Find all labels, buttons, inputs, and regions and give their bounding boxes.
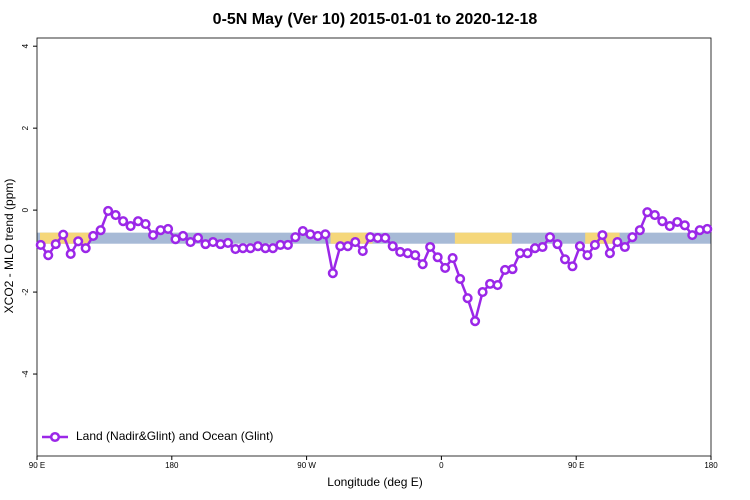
point — [342, 241, 353, 252]
y-axis-label: XCO2 - MLO trend (ppm) — [2, 179, 16, 314]
point — [470, 316, 481, 327]
point — [192, 232, 204, 244]
point — [544, 232, 556, 243]
point — [679, 220, 690, 231]
point — [447, 253, 458, 264]
y-tick-label: -4 — [21, 370, 30, 378]
point — [492, 280, 503, 291]
point — [65, 248, 76, 260]
point — [88, 230, 99, 241]
point — [80, 243, 91, 254]
x-axis-label: Longitude (deg E) — [327, 475, 422, 489]
point — [432, 252, 443, 263]
x-tick-label: 90 E — [29, 461, 45, 470]
point — [657, 216, 668, 227]
point — [634, 225, 645, 236]
point — [327, 268, 338, 279]
y-tick-label: 2 — [21, 125, 30, 130]
x-tick-label: 90 W — [297, 461, 316, 470]
point — [559, 254, 571, 265]
point — [440, 262, 451, 273]
band-segment — [454, 232, 512, 244]
point — [282, 239, 293, 251]
point — [477, 287, 488, 298]
point — [425, 241, 436, 253]
point — [582, 250, 593, 261]
point — [537, 241, 548, 253]
point — [58, 229, 69, 240]
point — [43, 250, 54, 261]
point — [290, 232, 301, 243]
point — [410, 250, 421, 261]
point — [597, 230, 608, 241]
point — [163, 223, 174, 235]
point — [702, 223, 713, 235]
point — [387, 241, 398, 252]
point — [125, 221, 136, 232]
x-tick-label: 90 E — [568, 461, 584, 470]
y-tick-label: 0 — [21, 207, 30, 212]
point — [627, 232, 638, 243]
point — [619, 241, 630, 253]
point — [589, 239, 600, 251]
x-tick-label: 180 — [704, 461, 718, 470]
point — [507, 264, 518, 275]
point — [177, 230, 189, 241]
point — [664, 221, 675, 232]
point — [95, 225, 106, 236]
point — [522, 248, 533, 259]
point — [380, 232, 391, 244]
point — [357, 246, 368, 257]
x-tick-label: 180 — [165, 461, 179, 470]
legend-label: Land (Nadir&Glint) and Ocean (Glint) — [76, 429, 273, 443]
point — [567, 261, 578, 272]
point — [552, 239, 563, 250]
y-tick-label: -2 — [21, 288, 30, 296]
point — [50, 239, 61, 250]
point — [110, 209, 121, 221]
series-line — [39, 209, 708, 326]
point — [574, 241, 585, 252]
point — [118, 216, 129, 227]
legend-marker — [49, 431, 61, 443]
point — [148, 230, 159, 241]
point — [35, 239, 46, 251]
point — [350, 237, 361, 248]
point — [417, 259, 428, 270]
point — [222, 237, 234, 248]
y-tick-label: 4 — [21, 43, 30, 48]
point — [462, 293, 473, 304]
plot-frame — [36, 37, 712, 457]
point — [320, 229, 331, 240]
point — [140, 219, 151, 230]
point — [73, 236, 84, 247]
point — [185, 237, 196, 248]
point — [103, 205, 114, 216]
point — [604, 248, 615, 259]
point — [687, 230, 698, 241]
point — [649, 209, 660, 221]
chart-title: 0-5N May (Ver 10) 2015-01-01 to 2020-12-… — [213, 11, 538, 28]
x-tick-label: 0 — [439, 461, 444, 470]
point — [612, 237, 623, 248]
band-segment — [330, 232, 373, 244]
point — [455, 273, 466, 285]
